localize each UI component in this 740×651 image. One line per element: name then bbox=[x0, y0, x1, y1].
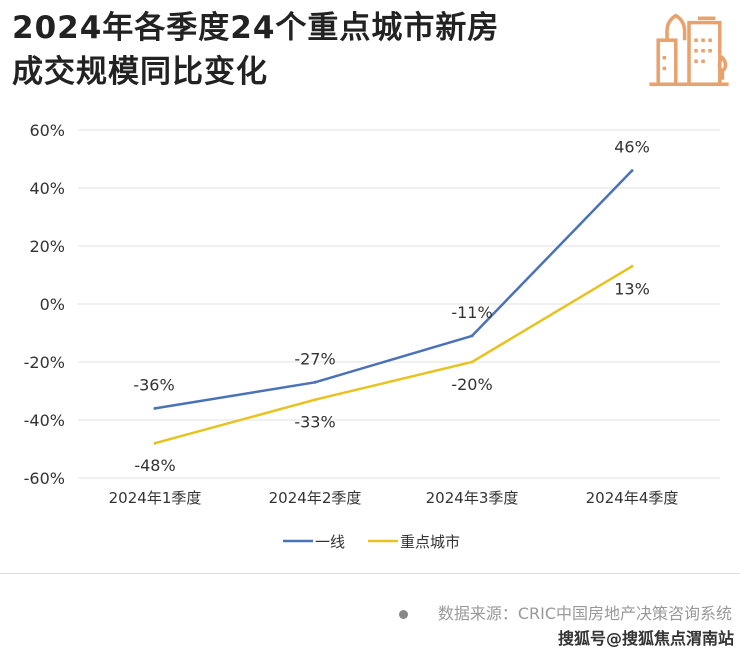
x-tick-label: 2024年1季度 bbox=[109, 489, 202, 507]
series-line-2 bbox=[154, 265, 633, 445]
data-point bbox=[153, 406, 157, 410]
data-point bbox=[313, 380, 317, 384]
legend-label: 一线 bbox=[315, 533, 345, 551]
data-label: -20% bbox=[451, 375, 492, 394]
data-point bbox=[313, 398, 317, 402]
y-tick-label: -20% bbox=[24, 353, 65, 372]
y-tick-label: 0% bbox=[40, 295, 65, 314]
city-buildings-icon bbox=[649, 13, 729, 86]
line-chart: 60% 40% 20% 0% -20% -40% -60% 2024年1季度 2024年2季度 2… bbox=[24, 121, 720, 551]
chart-title: 2024年各季度24个重点城市新房 成交规模同比变化 bbox=[12, 6, 499, 94]
bullet-icon bbox=[398, 610, 408, 619]
legend-label: 重点城市 bbox=[400, 533, 460, 551]
x-tick-label: 2024年4季度 bbox=[586, 489, 679, 507]
source-text: 数据来源：CRIC中国房地产决策咨询系统 bbox=[437, 604, 732, 623]
data-point bbox=[470, 360, 474, 364]
data-point bbox=[630, 264, 634, 268]
data-label: 46% bbox=[614, 138, 650, 157]
data-point bbox=[630, 169, 634, 173]
data-label: -48% bbox=[134, 456, 175, 475]
y-tick-label: 40% bbox=[29, 179, 65, 198]
data-label: -33% bbox=[294, 413, 335, 432]
data-label: -36% bbox=[133, 375, 174, 394]
source-note: 数据来源：CRIC中国房地产决策咨询系统 bbox=[398, 600, 732, 624]
y-tick-label: -60% bbox=[24, 469, 65, 488]
title-line-1: 2024年各季度24个重点城市新房 bbox=[12, 10, 500, 46]
x-tick-label: 2024年3季度 bbox=[426, 489, 519, 507]
data-label: -11% bbox=[451, 303, 492, 322]
y-tick-label: 20% bbox=[29, 237, 65, 256]
watermark: 搜狐号@搜狐焦点渭南站 bbox=[557, 625, 734, 649]
data-point bbox=[470, 334, 474, 338]
title-line-2: 成交规模同比变化 bbox=[12, 54, 268, 90]
y-tick-label: 60% bbox=[29, 121, 65, 140]
x-tick-label: 2024年2季度 bbox=[269, 489, 362, 507]
y-tick-label: -40% bbox=[24, 411, 65, 430]
data-point bbox=[153, 441, 157, 445]
data-label: -27% bbox=[294, 349, 335, 368]
data-label: 13% bbox=[614, 279, 650, 298]
series-line-1 bbox=[154, 169, 633, 410]
divider bbox=[0, 573, 740, 574]
